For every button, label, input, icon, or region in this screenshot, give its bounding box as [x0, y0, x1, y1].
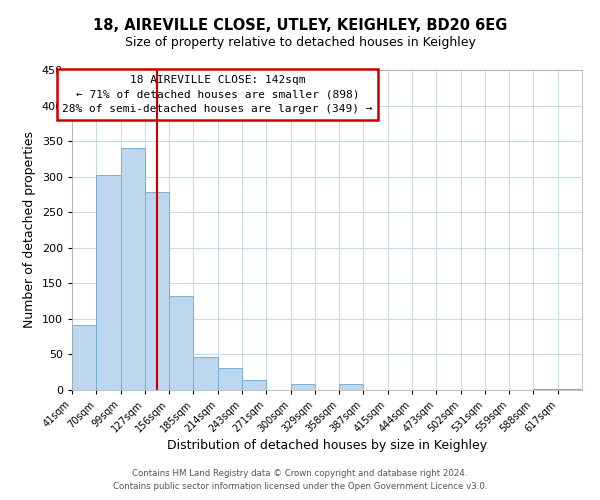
Bar	[96, 174, 121, 390]
Bar	[242, 380, 266, 390]
Bar	[339, 384, 364, 390]
Bar	[193, 356, 218, 390]
Y-axis label: Number of detached properties: Number of detached properties	[23, 132, 36, 328]
X-axis label: Distribution of detached houses by size in Keighley: Distribution of detached houses by size …	[167, 440, 487, 452]
Bar	[121, 148, 145, 390]
Bar	[169, 296, 193, 390]
Bar	[558, 388, 582, 390]
Text: Size of property relative to detached houses in Keighley: Size of property relative to detached ho…	[125, 36, 475, 49]
Bar	[290, 384, 315, 390]
Bar	[145, 192, 169, 390]
Text: 18, AIREVILLE CLOSE, UTLEY, KEIGHLEY, BD20 6EG: 18, AIREVILLE CLOSE, UTLEY, KEIGHLEY, BD…	[93, 18, 507, 32]
Bar	[533, 388, 558, 390]
Bar	[218, 368, 242, 390]
Bar	[72, 324, 96, 390]
Text: Contains HM Land Registry data © Crown copyright and database right 2024.: Contains HM Land Registry data © Crown c…	[132, 468, 468, 477]
Text: 18 AIREVILLE CLOSE: 142sqm
← 71% of detached houses are smaller (898)
28% of sem: 18 AIREVILLE CLOSE: 142sqm ← 71% of deta…	[62, 75, 373, 114]
Text: Contains public sector information licensed under the Open Government Licence v3: Contains public sector information licen…	[113, 482, 487, 491]
